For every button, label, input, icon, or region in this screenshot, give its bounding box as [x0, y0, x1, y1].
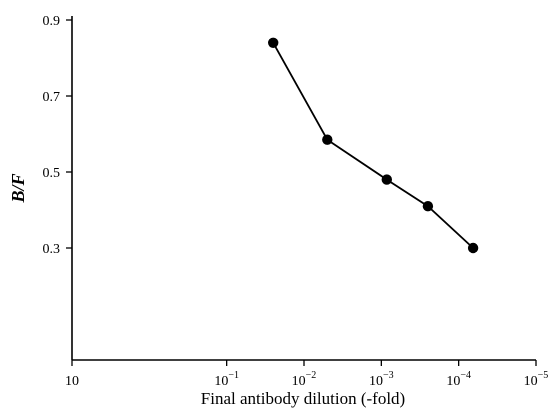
x-tick-exponent: −5	[538, 370, 549, 381]
data-point	[467, 242, 479, 254]
x-tick-base: 10	[65, 374, 79, 389]
x-tick-label: 10−2	[292, 370, 317, 389]
x-tick-label: 10−3	[369, 370, 394, 389]
x-tick-base: 10	[524, 374, 538, 389]
x-tick-base: 10	[292, 374, 306, 389]
x-tick-base: 10	[369, 374, 383, 389]
x-tick-exponent: −4	[460, 370, 471, 381]
x-tick-label: 10−5	[524, 370, 549, 389]
data-point	[381, 174, 392, 185]
x-tick-label: 10−1	[214, 370, 239, 389]
x-tick-label: 10	[65, 374, 79, 389]
y-tick-label: 0.5	[43, 166, 61, 181]
y-axis-title: B/F	[8, 173, 28, 203]
data-point	[322, 134, 333, 145]
series-group	[268, 37, 479, 254]
x-axis-title: Final antibody dilution (-fold)	[201, 389, 405, 408]
series-line	[272, 42, 474, 249]
axes	[71, 16, 536, 361]
x-tick-label: 10−4	[446, 370, 471, 389]
x-tick-base: 10	[446, 374, 460, 389]
data-point	[268, 37, 279, 48]
y-tick-label: 0.7	[43, 90, 61, 105]
x-tick-exponent: −1	[228, 370, 239, 381]
y-tick-label: 0.9	[43, 14, 61, 29]
x-tick-exponent: −3	[383, 370, 394, 381]
y-tick-label: 0.3	[43, 242, 61, 257]
x-tick-exponent: −2	[306, 370, 317, 381]
x-ticks: 10 10−1 10−2 10−3 10−4 10−5	[65, 360, 548, 389]
data-point	[422, 201, 434, 212]
x-tick-base: 10	[214, 374, 228, 389]
y-ticks: 0.9 0.7 0.5 0.3	[43, 14, 72, 257]
